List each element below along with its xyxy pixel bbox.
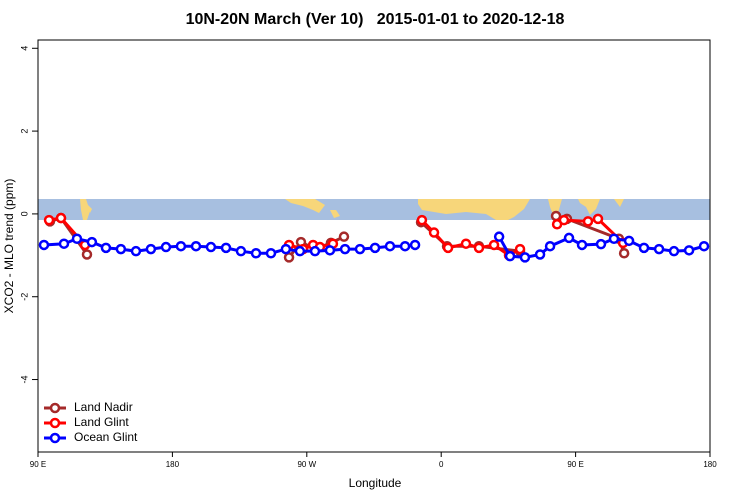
series-point xyxy=(309,245,321,257)
series-point xyxy=(175,240,187,252)
x-tick-label: 0 xyxy=(439,460,444,469)
series-point xyxy=(473,242,485,254)
series-point xyxy=(460,238,472,249)
series-point xyxy=(563,232,575,244)
series-point xyxy=(638,242,650,254)
x-tick-label: 90 E xyxy=(567,460,583,469)
series-point xyxy=(488,239,500,251)
series-point xyxy=(145,243,157,255)
y-tick-label: 0 xyxy=(19,211,29,216)
series-point xyxy=(115,243,127,255)
x-tick-label: 180 xyxy=(703,460,717,469)
series-point xyxy=(544,240,556,252)
series-point xyxy=(235,245,247,257)
chart-title: 10N-20N March (Ver 10) 2015-01-01 to 202… xyxy=(186,11,565,28)
x-tick-label: 90 W xyxy=(297,460,316,469)
series-point xyxy=(698,240,710,252)
series-point xyxy=(338,231,350,242)
series-point xyxy=(265,247,277,259)
series-point xyxy=(442,242,454,254)
series-point xyxy=(354,243,366,255)
series-point xyxy=(576,239,588,251)
series-point xyxy=(582,216,594,227)
legend-marker xyxy=(49,432,61,444)
legend-label: Land Nadir xyxy=(74,400,133,414)
series-point xyxy=(534,249,546,260)
series-point xyxy=(294,245,306,257)
series-point xyxy=(595,238,607,250)
series-point xyxy=(519,252,531,263)
series-point xyxy=(160,241,172,253)
series-point xyxy=(43,214,55,226)
y-tick-label: 2 xyxy=(19,129,29,134)
series-point xyxy=(38,239,50,251)
series-point xyxy=(100,242,112,254)
series-point xyxy=(409,239,421,251)
legend-label: Land Glint xyxy=(74,415,129,429)
series-point xyxy=(683,245,695,256)
plot-frame xyxy=(37,39,711,453)
series-point xyxy=(190,240,202,252)
series-point xyxy=(280,243,292,255)
legend-label: Ocean Glint xyxy=(74,430,138,444)
x-tick-label: 90 E xyxy=(30,460,46,469)
series-point xyxy=(71,233,83,245)
series-point xyxy=(399,240,411,252)
y-tick-label: -2 xyxy=(19,293,29,301)
series-point xyxy=(81,249,93,260)
series-point xyxy=(58,238,70,249)
series-point xyxy=(55,212,67,224)
y-tick-label: 4 xyxy=(19,46,29,51)
series-point xyxy=(130,245,142,257)
y-axis-label: XCO2 - MLO trend (ppm) xyxy=(2,179,16,314)
series-point xyxy=(592,213,604,225)
series-point xyxy=(428,227,440,238)
series-point xyxy=(623,235,635,247)
series-point xyxy=(205,241,217,253)
series-point xyxy=(384,240,396,252)
series-point xyxy=(493,231,505,242)
series-point xyxy=(514,243,526,255)
legend-marker xyxy=(49,417,61,429)
series-point xyxy=(668,245,680,257)
y-tick-label: -4 xyxy=(19,376,29,384)
series-point xyxy=(653,243,665,255)
legend-marker xyxy=(49,402,61,414)
series-point xyxy=(250,247,262,259)
series-point xyxy=(339,243,351,255)
series-point xyxy=(283,252,295,263)
series-point xyxy=(369,242,381,254)
series-point xyxy=(220,242,232,254)
series-point xyxy=(550,210,562,222)
series-point xyxy=(86,236,98,248)
series-point xyxy=(324,245,336,256)
x-tick-label: 180 xyxy=(166,460,180,469)
series-point xyxy=(416,214,428,226)
series-point xyxy=(504,250,516,262)
series-point xyxy=(558,214,570,226)
series-point xyxy=(608,233,620,245)
x-axis-label: Longitude xyxy=(349,476,402,490)
series-point xyxy=(618,247,630,259)
map-strip xyxy=(38,199,710,220)
